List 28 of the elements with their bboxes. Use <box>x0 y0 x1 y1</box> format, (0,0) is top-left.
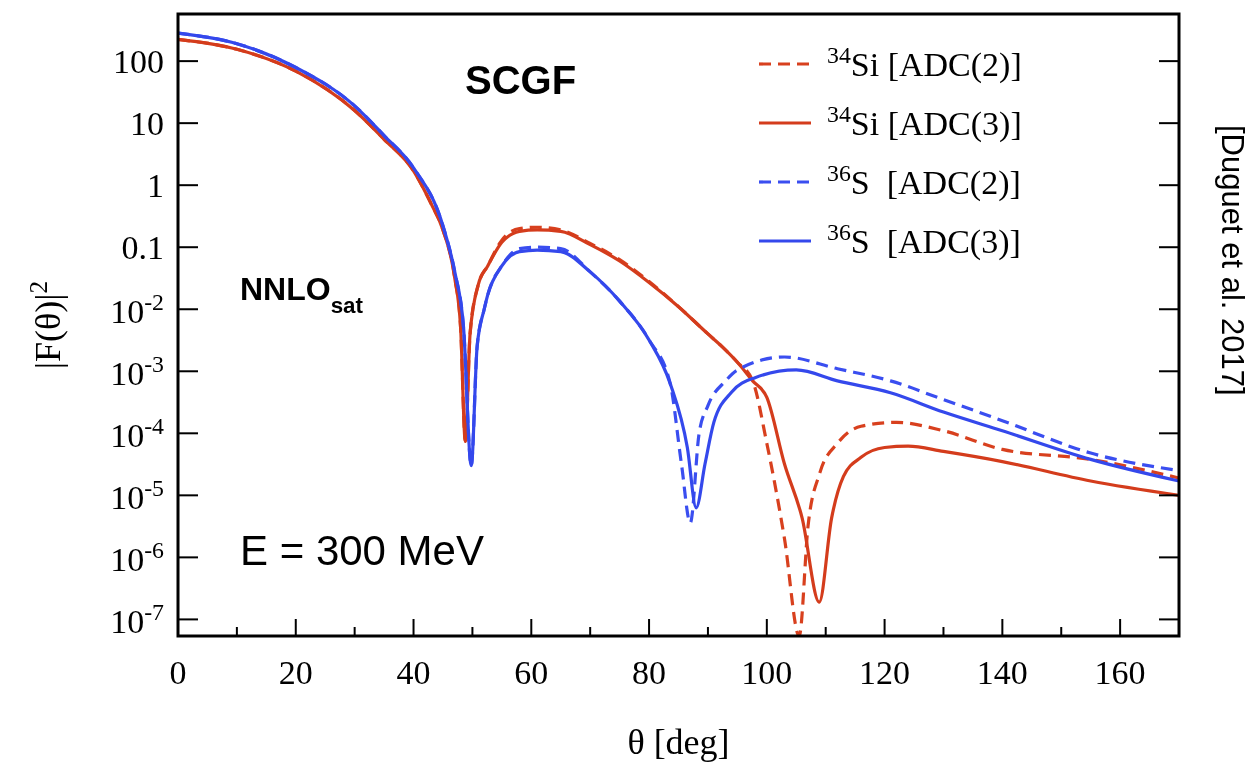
y-tick-label: 0.1 <box>121 228 164 266</box>
legend-label: $^{34}$Si [ADC(3)] <box>827 101 1022 143</box>
legend-label: $^{34}$Si [ADC(2)] <box>827 42 1022 84</box>
y-tick-label: 10$^{-5}$ <box>110 474 164 516</box>
y-tick-label: 10$^{-4}$ <box>110 412 165 454</box>
x-tick-label: 160 <box>1094 654 1146 691</box>
x-tick-label: 140 <box>976 654 1028 691</box>
y-tick-label: 10$^{-6}$ <box>110 536 165 578</box>
x-tick-label: 40 <box>396 654 431 691</box>
legend-label: $^{36}$S [ADC(2)] <box>827 160 1021 202</box>
y-tick-label: 10 <box>130 104 164 142</box>
y-tick-label: 100 <box>113 42 164 80</box>
x-tick-label: 0 <box>169 654 187 691</box>
x-tick-label: 100 <box>741 654 793 691</box>
annotation: SCGF <box>465 58 577 102</box>
x-axis-title: θ [deg] <box>627 722 730 762</box>
y-tick-label: 10$^{-7}$ <box>110 598 165 640</box>
y-tick-label: 1 <box>147 166 164 204</box>
x-tick-label: 60 <box>514 654 549 691</box>
y-tick-label: 10$^{-3}$ <box>110 350 164 392</box>
x-tick-label: 20 <box>278 654 313 691</box>
y-tick-label: 10$^{-2}$ <box>110 288 164 330</box>
text: [Duguet et al. 2017] <box>1215 125 1250 396</box>
legend-label: $^{36}$S [ADC(3)] <box>827 219 1021 261</box>
x-tick-label: 120 <box>859 654 911 691</box>
annotation: NNLO$_{sat}$ <box>240 271 364 318</box>
x-tick-label: 80 <box>632 654 667 691</box>
annotation: E = 300 MeV <box>240 527 484 574</box>
